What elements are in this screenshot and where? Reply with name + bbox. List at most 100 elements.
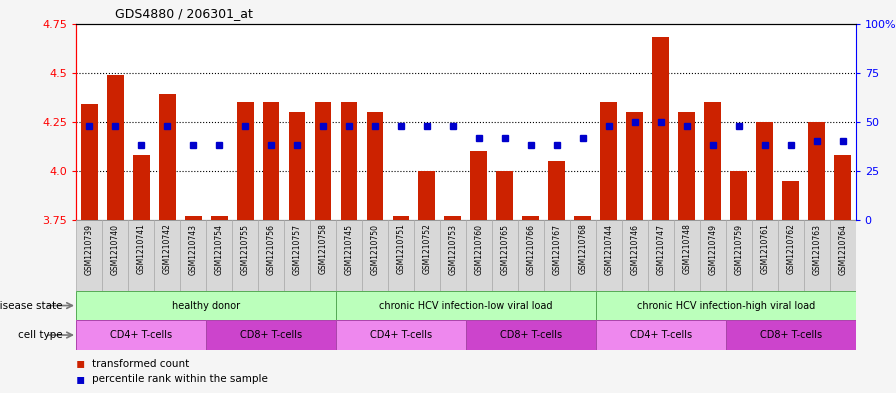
Bar [284, 220, 310, 291]
Bar [102, 220, 128, 291]
Bar [674, 220, 700, 291]
Bar [548, 161, 565, 220]
Bar [626, 112, 643, 220]
Text: GSM1210746: GSM1210746 [630, 224, 640, 275]
Bar [211, 216, 228, 220]
Bar [730, 171, 747, 220]
Bar [574, 216, 591, 220]
Bar [392, 216, 409, 220]
Bar [362, 220, 388, 291]
Bar [440, 220, 466, 291]
Bar [128, 220, 154, 291]
Bar [470, 151, 487, 220]
Bar [340, 102, 358, 220]
Bar [752, 220, 778, 291]
Text: CD8+ T-cells: CD8+ T-cells [760, 330, 822, 340]
Text: CD4+ T-cells: CD4+ T-cells [370, 330, 432, 340]
Text: ▪: ▪ [76, 372, 85, 386]
Bar [622, 220, 648, 291]
Text: GSM1210741: GSM1210741 [136, 224, 146, 274]
Bar [726, 320, 856, 350]
Bar [81, 104, 98, 220]
Text: GSM1210768: GSM1210768 [578, 224, 588, 274]
Bar [700, 220, 726, 291]
Bar [206, 320, 336, 350]
Bar [778, 220, 804, 291]
Bar [314, 102, 332, 220]
Text: chronic HCV infection-high viral load: chronic HCV infection-high viral load [637, 301, 814, 310]
Bar [678, 112, 695, 220]
Text: GSM1210745: GSM1210745 [344, 224, 354, 275]
Bar [185, 216, 202, 220]
Text: GDS4880 / 206301_at: GDS4880 / 206301_at [115, 7, 253, 20]
Bar [159, 94, 176, 220]
Bar [336, 220, 362, 291]
Text: GSM1210739: GSM1210739 [84, 224, 94, 275]
Text: GSM1210759: GSM1210759 [734, 224, 744, 275]
Text: GSM1210744: GSM1210744 [604, 224, 614, 275]
Bar [596, 220, 622, 291]
Bar [496, 171, 513, 220]
Bar [518, 220, 544, 291]
Bar [76, 320, 206, 350]
Text: GSM1210756: GSM1210756 [266, 224, 276, 275]
Text: GSM1210743: GSM1210743 [188, 224, 198, 275]
Bar [237, 102, 254, 220]
Bar [466, 220, 492, 291]
Text: GSM1210742: GSM1210742 [162, 224, 172, 274]
Text: CD4+ T-cells: CD4+ T-cells [630, 330, 692, 340]
Bar [544, 220, 570, 291]
Text: GSM1210753: GSM1210753 [448, 224, 458, 275]
Bar [414, 220, 440, 291]
Text: CD8+ T-cells: CD8+ T-cells [240, 330, 302, 340]
Bar [154, 220, 180, 291]
Bar [206, 220, 232, 291]
Bar [492, 220, 518, 291]
Bar [652, 37, 669, 220]
Text: GSM1210752: GSM1210752 [422, 224, 432, 274]
Bar [336, 320, 466, 350]
Text: GSM1210755: GSM1210755 [240, 224, 250, 275]
Bar [336, 291, 596, 320]
Bar [418, 171, 435, 220]
Text: GSM1210754: GSM1210754 [214, 224, 224, 275]
Bar [726, 220, 752, 291]
Text: chronic HCV infection-low viral load: chronic HCV infection-low viral load [379, 301, 553, 310]
Text: GSM1210748: GSM1210748 [682, 224, 692, 274]
Bar [834, 155, 851, 220]
Bar [289, 112, 306, 220]
Text: ▪: ▪ [76, 356, 85, 371]
Text: percentile rank within the sample: percentile rank within the sample [92, 374, 268, 384]
Bar [133, 155, 150, 220]
Bar [704, 102, 721, 220]
Bar [310, 220, 336, 291]
Text: GSM1210758: GSM1210758 [318, 224, 328, 274]
Text: GSM1210749: GSM1210749 [708, 224, 718, 275]
Bar [570, 220, 596, 291]
Bar [466, 320, 596, 350]
Bar [232, 220, 258, 291]
Text: cell type: cell type [18, 330, 63, 340]
Bar [830, 220, 856, 291]
Text: GSM1210750: GSM1210750 [370, 224, 380, 275]
Bar [444, 216, 461, 220]
Bar [600, 102, 617, 220]
Bar [596, 320, 726, 350]
Bar [808, 122, 825, 220]
Bar [756, 122, 773, 220]
Text: GSM1210763: GSM1210763 [812, 224, 822, 275]
Text: transformed count: transformed count [92, 358, 190, 369]
Text: disease state: disease state [0, 301, 63, 310]
Bar [366, 112, 383, 220]
Bar [107, 75, 124, 220]
Text: GSM1210757: GSM1210757 [292, 224, 302, 275]
Bar [648, 220, 674, 291]
Bar [804, 220, 830, 291]
Text: GSM1210761: GSM1210761 [760, 224, 770, 274]
Text: GSM1210740: GSM1210740 [110, 224, 120, 275]
Bar [76, 291, 336, 320]
Bar [388, 220, 414, 291]
Text: GSM1210751: GSM1210751 [396, 224, 406, 274]
Text: CD4+ T-cells: CD4+ T-cells [110, 330, 172, 340]
Text: GSM1210760: GSM1210760 [474, 224, 484, 275]
